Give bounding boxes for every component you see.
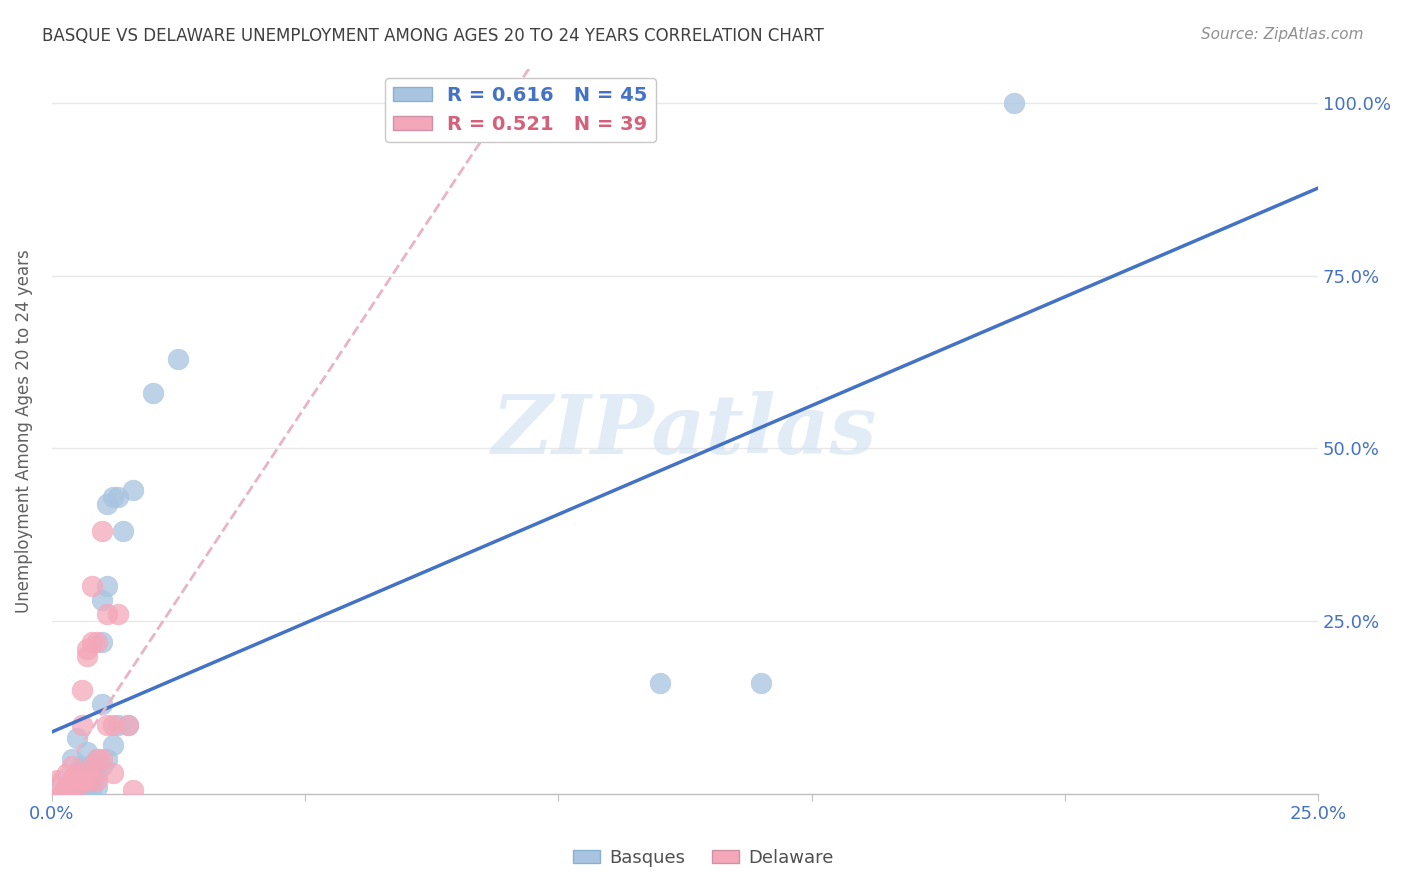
Point xyxy=(60,780,83,794)
Point xyxy=(91,697,114,711)
Point xyxy=(86,634,108,648)
Point xyxy=(51,772,73,787)
Point xyxy=(56,772,79,787)
Point xyxy=(56,780,79,794)
Point xyxy=(142,386,165,401)
Point xyxy=(66,766,89,780)
Point xyxy=(107,717,129,731)
Point xyxy=(86,752,108,766)
Point xyxy=(101,717,124,731)
Point xyxy=(66,766,89,780)
Point xyxy=(70,759,93,773)
Point xyxy=(51,780,73,794)
Point xyxy=(70,772,93,787)
Point xyxy=(648,676,671,690)
Point xyxy=(51,780,73,794)
Point xyxy=(91,593,114,607)
Point xyxy=(82,772,104,787)
Y-axis label: Unemployment Among Ages 20 to 24 years: Unemployment Among Ages 20 to 24 years xyxy=(15,249,32,613)
Point xyxy=(117,717,139,731)
Point xyxy=(96,607,118,621)
Point xyxy=(76,648,98,663)
Point xyxy=(101,490,124,504)
Point xyxy=(86,752,108,766)
Point xyxy=(96,497,118,511)
Point xyxy=(76,772,98,787)
Point xyxy=(60,772,83,787)
Point xyxy=(51,776,73,790)
Point xyxy=(96,717,118,731)
Point xyxy=(101,739,124,753)
Point xyxy=(70,717,93,731)
Point xyxy=(51,783,73,797)
Point xyxy=(1002,96,1025,111)
Point xyxy=(82,780,104,794)
Text: Source: ZipAtlas.com: Source: ZipAtlas.com xyxy=(1201,27,1364,42)
Point xyxy=(96,579,118,593)
Point xyxy=(96,752,118,766)
Point xyxy=(91,759,114,773)
Point xyxy=(101,766,124,780)
Point xyxy=(45,783,67,797)
Point xyxy=(70,683,93,698)
Point xyxy=(111,524,134,539)
Point xyxy=(66,731,89,746)
Point xyxy=(749,676,772,690)
Point xyxy=(76,766,98,780)
Point xyxy=(76,766,98,780)
Point xyxy=(107,490,129,504)
Point xyxy=(45,780,67,794)
Point xyxy=(60,752,83,766)
Point xyxy=(60,759,83,773)
Point xyxy=(76,641,98,656)
Point xyxy=(82,759,104,773)
Point xyxy=(70,780,93,794)
Point xyxy=(51,783,73,797)
Point xyxy=(86,780,108,794)
Legend: Basques, Delaware: Basques, Delaware xyxy=(565,842,841,874)
Point xyxy=(82,759,104,773)
Point xyxy=(76,745,98,759)
Legend: R = 0.616   N = 45, R = 0.521   N = 39: R = 0.616 N = 45, R = 0.521 N = 39 xyxy=(385,78,655,142)
Point xyxy=(66,780,89,794)
Point xyxy=(56,772,79,787)
Point xyxy=(167,351,190,366)
Point xyxy=(56,766,79,780)
Point xyxy=(107,607,129,621)
Point xyxy=(51,776,73,790)
Text: ZIPatlas: ZIPatlas xyxy=(492,391,877,471)
Point xyxy=(82,772,104,787)
Point xyxy=(121,783,143,797)
Point xyxy=(91,634,114,648)
Point xyxy=(82,579,104,593)
Point xyxy=(45,783,67,797)
Point xyxy=(91,524,114,539)
Point xyxy=(56,783,79,797)
Point xyxy=(76,780,98,794)
Point xyxy=(91,752,114,766)
Point xyxy=(45,772,67,787)
Point xyxy=(66,780,89,794)
Point xyxy=(60,780,83,794)
Point xyxy=(121,483,143,497)
Point xyxy=(82,634,104,648)
Point xyxy=(70,772,93,787)
Point xyxy=(86,766,108,780)
Point xyxy=(117,717,139,731)
Text: BASQUE VS DELAWARE UNEMPLOYMENT AMONG AGES 20 TO 24 YEARS CORRELATION CHART: BASQUE VS DELAWARE UNEMPLOYMENT AMONG AG… xyxy=(42,27,824,45)
Point xyxy=(60,772,83,787)
Point xyxy=(45,780,67,794)
Point xyxy=(56,783,79,797)
Point xyxy=(66,772,89,787)
Point xyxy=(86,772,108,787)
